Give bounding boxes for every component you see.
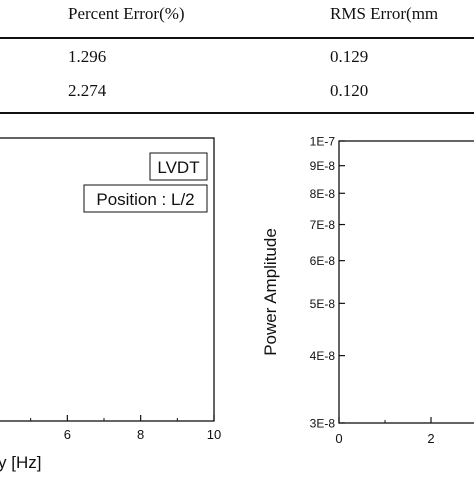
cell-percent-row1: 1.296	[68, 47, 107, 66]
right-x-tick-label-1: 2	[427, 431, 434, 446]
right-plot: 1E-7 9E-8 8E-8 7E-8 6E-8 5E-8 4E-8 3E-8 Power Am…	[261, 135, 474, 446]
right-y-tick-label-4: 6E-8	[310, 254, 336, 268]
right-y-tick-label-7: 3E-8	[310, 417, 336, 431]
right-y-tick-label-3: 7E-8	[310, 218, 336, 232]
left-plot: 6 8 10 y [Hz] LVDT Position : L/2	[0, 137, 221, 472]
right-y-axis-label: Power Amplitude	[261, 228, 280, 356]
cell-rms-row1: 0.129	[330, 47, 369, 66]
left-x-tick-label-1: 8	[137, 427, 144, 442]
left-x-tick-label-2: 10	[207, 427, 221, 442]
right-y-tick-label-2: 8E-8	[310, 187, 336, 201]
left-x-axis-label: y [Hz]	[0, 453, 41, 472]
annotation-position: Position : L/2	[96, 190, 194, 209]
annotation-lvdt-box	[149, 152, 208, 181]
right-plot-frame	[338, 140, 474, 424]
right-y-tick-label-0: 1E-7	[310, 135, 336, 149]
annotation-position-box	[83, 184, 208, 213]
table-rule-top	[0, 37, 474, 39]
header-rms-error: RMS Error(mm	[330, 4, 439, 23]
results-table: Percent Error(%) RMS Error(mm 1.296 0.12…	[0, 0, 474, 118]
cell-percent-row2: 2.274	[68, 81, 107, 100]
plots-area: 6 8 10 y [Hz] LVDT Position : L/2 1E-7 9E-8 8E-…	[0, 118, 474, 474]
right-x-tick-label-0: 0	[335, 431, 342, 446]
annotation-lvdt: LVDT	[157, 158, 199, 177]
right-y-tick-label-5: 5E-8	[310, 297, 336, 311]
right-y-tick-label-1: 9E-8	[310, 159, 336, 173]
cell-rms-row2: 0.120	[330, 81, 369, 100]
header-percent-error: Percent Error(%)	[68, 4, 185, 23]
table-rule-bottom	[0, 112, 474, 114]
left-x-tick-label-0: 6	[64, 427, 71, 442]
right-y-tick-label-6: 4E-8	[310, 349, 336, 363]
plots-svg: 6 8 10 y [Hz] LVDT Position : L/2 1E-7 9E-8 8E-…	[0, 135, 474, 472]
